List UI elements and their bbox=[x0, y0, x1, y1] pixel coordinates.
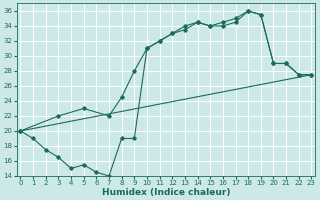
X-axis label: Humidex (Indice chaleur): Humidex (Indice chaleur) bbox=[102, 188, 230, 197]
